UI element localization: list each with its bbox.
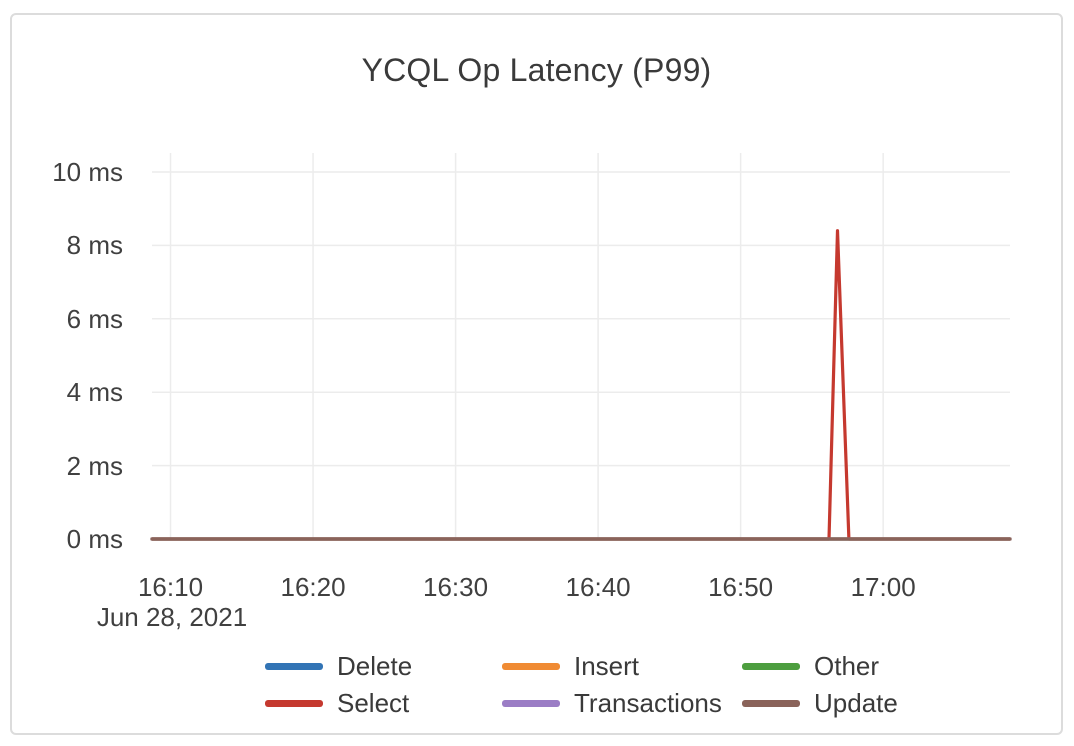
x-tick-label: 16:10	[137, 572, 204, 602]
legend-label: Other	[814, 650, 880, 681]
x-tick-label: 17:00	[850, 572, 916, 602]
legend-swatch	[265, 662, 323, 670]
y-tick-label: 2 ms	[66, 450, 123, 481]
legend-label: Transactions	[574, 687, 722, 718]
x-axis-date-label: Jun 28, 2021	[96, 602, 248, 632]
gridlines	[152, 153, 1010, 539]
legend-swatch	[502, 699, 560, 707]
legend-swatch	[265, 699, 323, 707]
legend-item-update[interactable]: Update	[742, 687, 898, 719]
y-tick-label: 8 ms	[66, 230, 123, 261]
legend-swatch	[742, 662, 800, 670]
x-tick-label: 16:20	[280, 572, 346, 602]
chart-title: YCQL Op Latency (P99)	[361, 52, 712, 88]
legend-item-transactions[interactable]: Transactions	[502, 687, 722, 719]
legend-item-other[interactable]: Other	[742, 650, 879, 682]
series-lines	[150, 229, 1012, 541]
legend-item-insert[interactable]: Insert	[502, 650, 639, 682]
legend-label: Insert	[574, 650, 640, 681]
x-tick-label: 16:30	[423, 572, 489, 602]
series-line-select	[150, 229, 1012, 541]
legend-item-delete[interactable]: Delete	[265, 650, 412, 682]
legend-label: Delete	[337, 650, 413, 681]
legend-swatch	[742, 699, 800, 707]
y-tick-label: 6 ms	[66, 303, 123, 334]
legend-label: Select	[337, 687, 410, 718]
legend-item-select[interactable]: Select	[265, 687, 409, 719]
chart-card-border	[10, 13, 1063, 735]
legend-label: Update	[814, 687, 898, 718]
y-tick-label: 4 ms	[66, 377, 123, 408]
y-tick-label: 10 ms	[52, 157, 123, 187]
x-tick-label: 16:40	[565, 572, 631, 602]
x-tick-label: 16:50	[708, 572, 774, 602]
y-tick-label: 0 ms	[66, 524, 123, 554]
legend-swatch	[502, 662, 560, 670]
